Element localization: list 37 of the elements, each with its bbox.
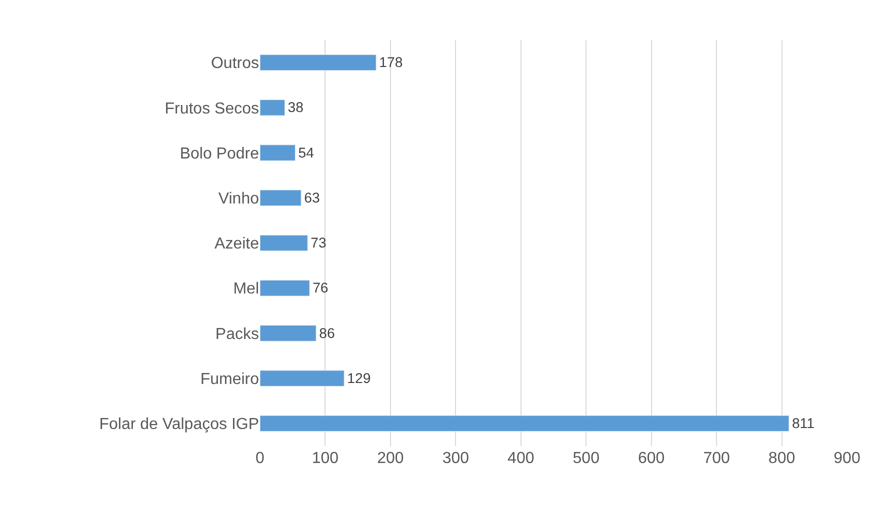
data-label: 38 [288, 99, 304, 116]
bar [260, 190, 302, 206]
bar [260, 325, 316, 342]
y-tick-label: Fumeiro [200, 370, 260, 388]
bar [260, 234, 308, 252]
x-tick-label: 700 [703, 450, 730, 467]
data-label: 63 [304, 189, 320, 206]
data-label: 178 [379, 54, 403, 70]
data-label: 86 [319, 324, 335, 341]
y-tick-label: Bolo Podre [180, 145, 260, 162]
bar [260, 54, 376, 71]
x-tick-label: 200 [377, 450, 404, 467]
bar [260, 415, 790, 432]
data-label: 73 [310, 234, 326, 251]
bar [260, 100, 286, 116]
x-tick-label: 800 [768, 450, 796, 467]
data-label: 54 [298, 144, 314, 160]
x-tick-label: 900 [834, 450, 860, 467]
y-tick-label: Azeite [214, 236, 260, 253]
bar [260, 280, 310, 296]
x-tick-label: 600 [638, 450, 665, 467]
bar [260, 370, 344, 386]
bar [260, 144, 296, 161]
y-tick-label: Vinho [218, 190, 260, 208]
x-tick-label: 300 [442, 450, 470, 467]
x-tick-label: 100 [312, 450, 339, 467]
data-label: 76 [312, 280, 328, 296]
y-tick-label: Frutos Secos [164, 100, 259, 118]
y-tick-label: Folar de Valpaços IGP [99, 416, 259, 434]
data-label: 811 [792, 415, 815, 432]
y-tick-label: Packs [215, 326, 259, 343]
data-label: 129 [347, 370, 371, 386]
x-tick-label: 500 [572, 450, 600, 467]
y-tick-label: Mel [233, 280, 259, 298]
x-tick-label: 0 [256, 450, 265, 467]
x-tick-label: 400 [508, 450, 534, 467]
y-tick-label: Outros [210, 55, 259, 72]
